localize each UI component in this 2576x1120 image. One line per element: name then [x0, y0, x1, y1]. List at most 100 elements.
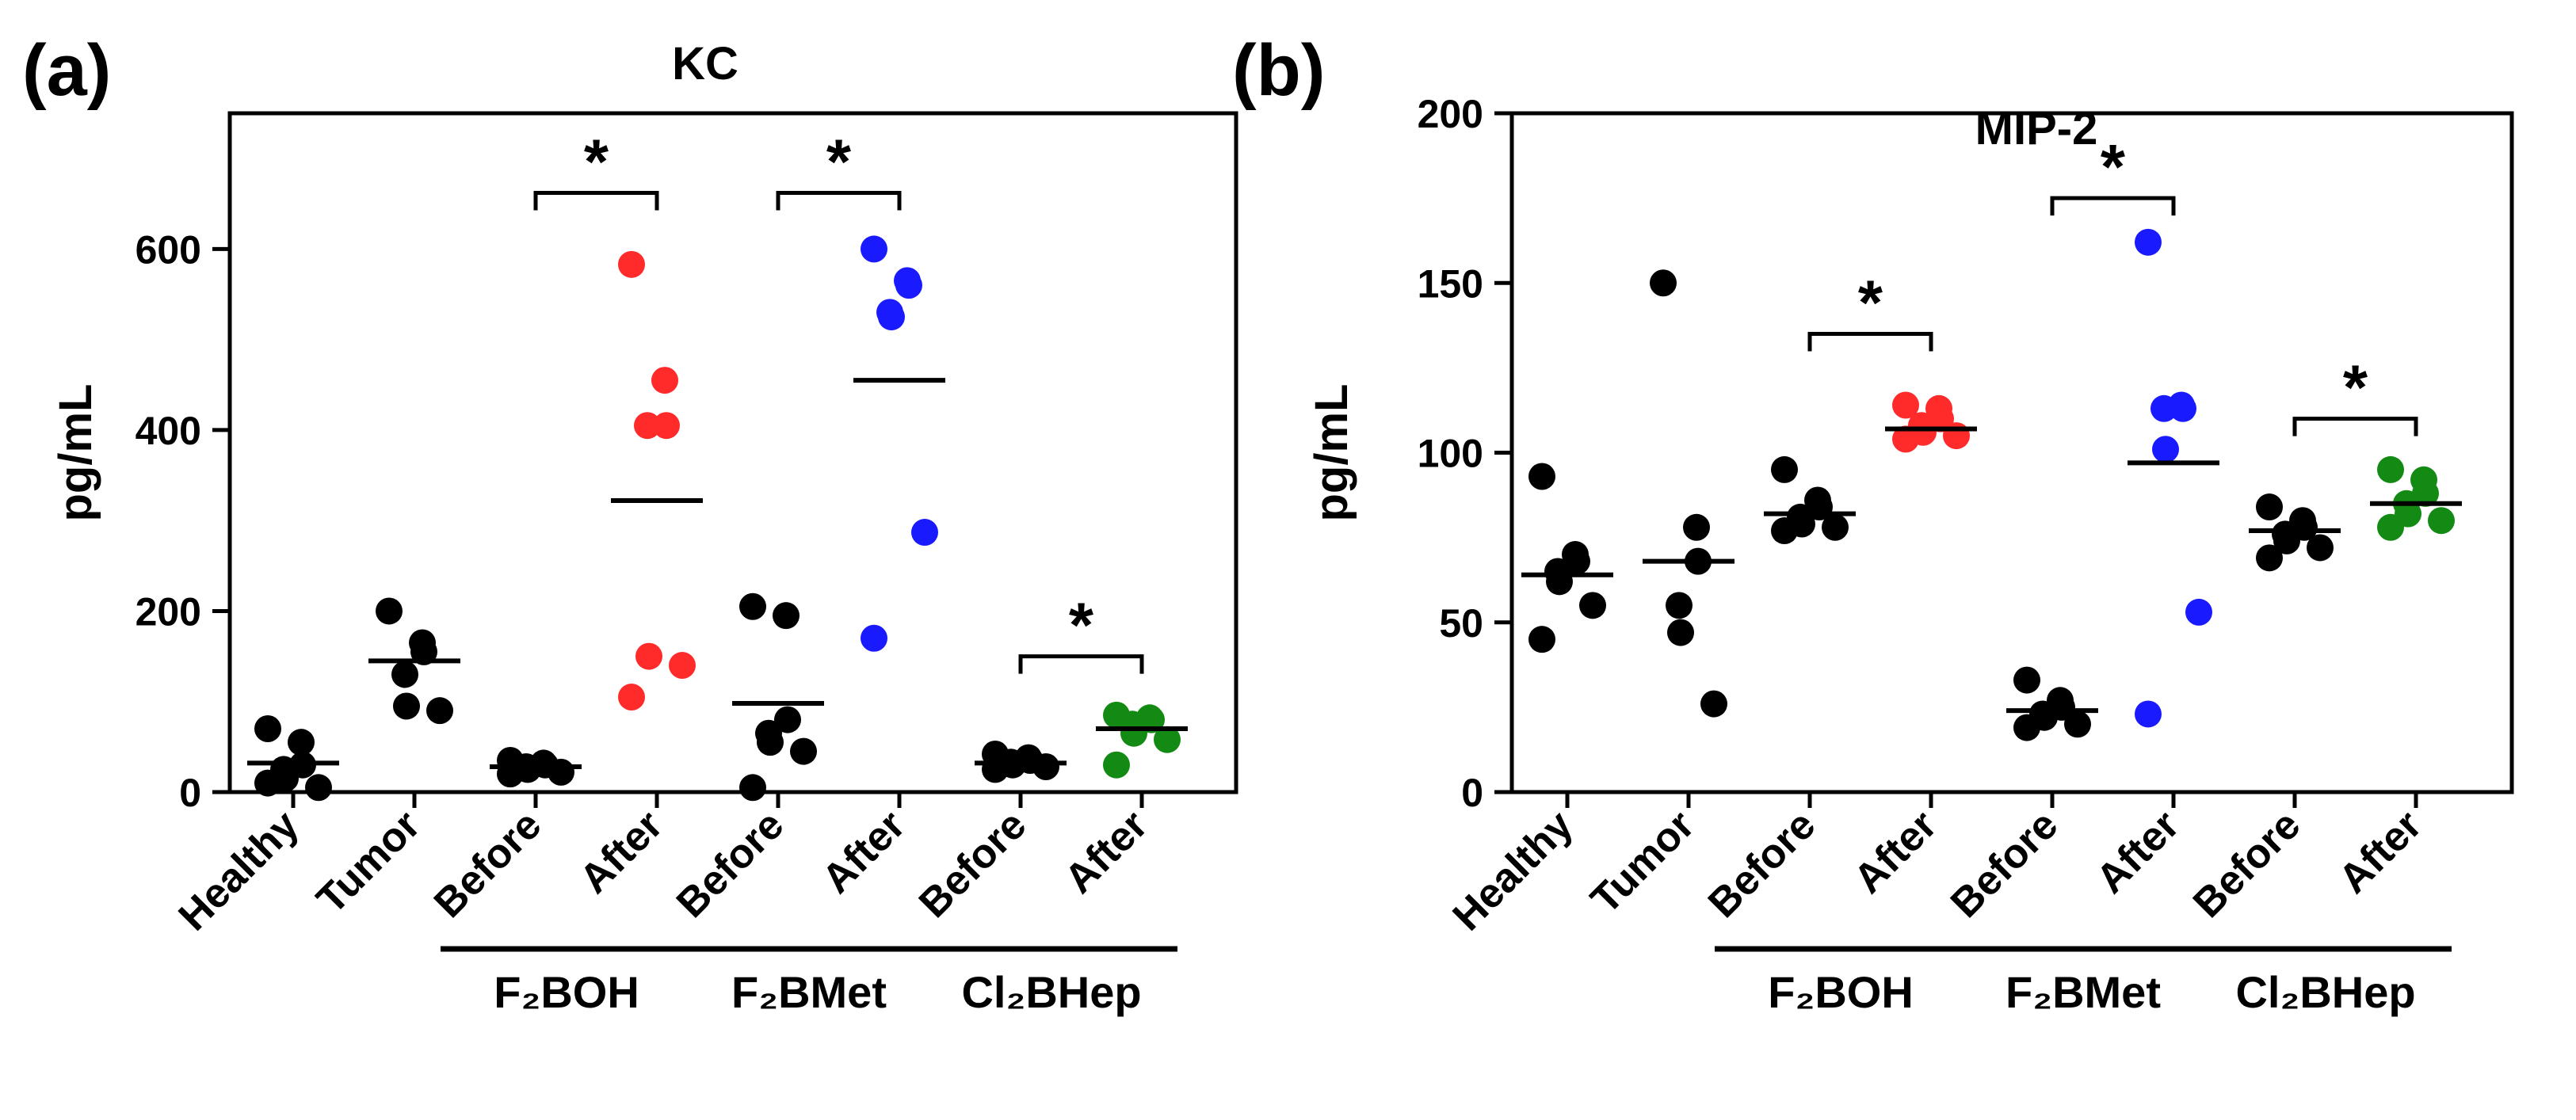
data-point [651, 367, 678, 394]
x-tick-label: Before [1942, 802, 2067, 926]
x-tick-label: After [814, 802, 914, 902]
data-point [2135, 228, 2162, 256]
y-tick-label: 100 [1418, 432, 1483, 476]
data-point [774, 706, 801, 733]
data-point [1650, 269, 1677, 297]
data-point [739, 774, 766, 802]
data-point [2256, 493, 2283, 521]
group-label: F₂BOH [1768, 967, 1914, 1017]
data-point [1103, 751, 1130, 779]
data-point [911, 519, 938, 547]
data-point [618, 250, 645, 278]
data-point [1667, 619, 1694, 646]
data-point [391, 661, 418, 688]
data-point [2150, 394, 2177, 422]
data-point [376, 597, 403, 625]
significance-bracket [2292, 417, 2418, 436]
group-label: Cl₂BHep [2235, 967, 2415, 1017]
significance-marker: * [1858, 268, 1883, 338]
data-point [2185, 598, 2212, 626]
x-tick-label: After [571, 802, 672, 902]
data-point [1546, 568, 1573, 596]
x-tick-label: Before [2185, 802, 2309, 926]
data-point [878, 303, 905, 331]
data-point [635, 642, 662, 670]
data-point [2152, 436, 2179, 463]
data-point [895, 272, 922, 299]
data-point [861, 624, 887, 652]
data-point [2428, 507, 2455, 535]
data-point [1700, 690, 1727, 718]
significance-bracket [1018, 654, 1144, 674]
group-label: F₂BMet [2005, 967, 2161, 1017]
data-point [1154, 726, 1181, 753]
data-point [1892, 425, 1919, 453]
data-point [773, 602, 800, 630]
data-point [2170, 394, 2196, 422]
y-tick-label: 0 [179, 771, 201, 815]
data-point [2377, 513, 2404, 541]
data-point [739, 592, 766, 620]
y-axis-label: pg/mL [1306, 384, 1357, 522]
x-tick-label: Before [668, 802, 792, 926]
data-point [1120, 719, 1147, 747]
data-point [618, 684, 645, 711]
x-tick-label: Before [910, 802, 1035, 926]
data-point [982, 756, 1009, 783]
panel-label: (a) [22, 30, 111, 111]
y-tick-label: 200 [1418, 92, 1483, 136]
y-axis-label: pg/mL [50, 384, 101, 522]
data-point [426, 697, 453, 725]
x-tick-label: After [2088, 802, 2189, 902]
significance-bracket [1807, 332, 1933, 352]
significance-bracket [776, 191, 902, 211]
data-point [1579, 592, 1606, 619]
data-point [2273, 527, 2300, 554]
data-point [790, 737, 817, 765]
data-point [757, 729, 784, 756]
y-tick-label: 400 [135, 409, 201, 453]
data-point [1683, 513, 1710, 541]
data-point [393, 692, 420, 720]
significance-marker: * [584, 127, 609, 197]
x-tick-label: After [1056, 802, 1157, 902]
data-point [1528, 463, 1555, 490]
data-point [861, 235, 887, 263]
data-point [288, 729, 315, 756]
x-tick-label: Before [1700, 802, 1824, 926]
data-point [669, 652, 696, 680]
y-tick-label: 150 [1418, 261, 1483, 306]
x-tick-label: Tumor [308, 802, 429, 923]
data-point [1771, 455, 1798, 483]
significance-marker: * [1069, 590, 1094, 661]
significance-bracket [533, 191, 659, 211]
data-point [1943, 422, 1970, 450]
data-point [1666, 592, 1693, 619]
data-point [254, 769, 281, 797]
data-point [2377, 455, 2404, 483]
y-tick-label: 600 [135, 227, 201, 272]
data-point [653, 412, 680, 440]
x-tick-label: Before [426, 802, 550, 926]
significance-marker: * [2343, 352, 2368, 423]
data-point [1771, 517, 1798, 545]
x-tick-label: After [1845, 802, 1946, 902]
data-point [1892, 391, 1919, 419]
x-tick-label: After [2330, 802, 2431, 902]
group-label: Cl₂BHep [961, 967, 1141, 1017]
x-tick-label: Tumor [1582, 802, 1704, 923]
y-tick-label: 50 [1439, 601, 1483, 646]
data-point [305, 774, 332, 802]
x-tick-label: Healthy [170, 802, 308, 939]
data-point [1528, 626, 1555, 653]
y-tick-label: 200 [135, 589, 201, 634]
panel-label: (b) [1232, 30, 1325, 111]
y-tick-label: 0 [1461, 771, 1483, 815]
data-point [548, 758, 574, 786]
x-tick-label: Healthy [1444, 802, 1582, 939]
group-label: F₂BOH [494, 967, 639, 1017]
data-point [2013, 714, 2040, 741]
significance-marker: * [826, 127, 852, 197]
